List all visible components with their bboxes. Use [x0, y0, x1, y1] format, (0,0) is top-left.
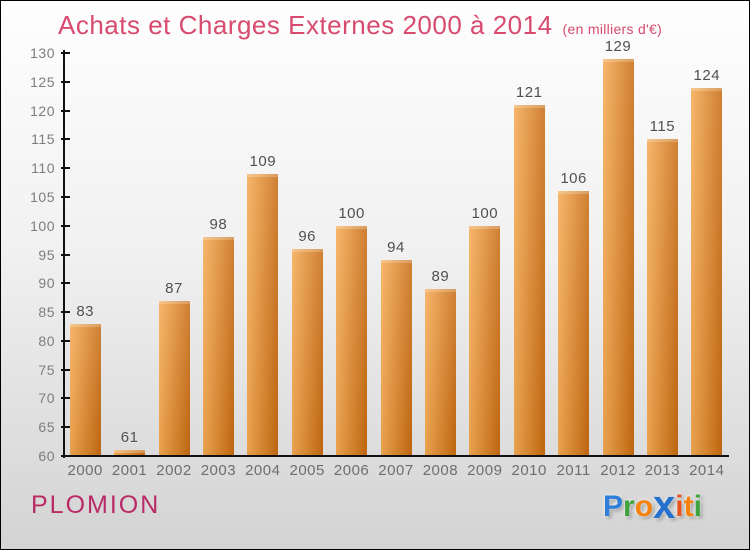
- x-tick-label: 2007: [378, 462, 414, 479]
- bar-value-label: 129: [604, 37, 632, 55]
- logo-letter: P: [603, 490, 624, 523]
- bar-value-label: 89: [431, 268, 450, 286]
- bar: [602, 58, 634, 455]
- bar: [291, 248, 323, 455]
- bar-value-label: 121: [515, 83, 543, 101]
- bar-value-label: 100: [338, 204, 365, 222]
- x-tick-label: 2011: [556, 462, 591, 479]
- y-tick-label: 75: [38, 361, 55, 378]
- y-tick-mark: [61, 80, 70, 83]
- logo-letter: i: [693, 490, 702, 523]
- bar: [114, 450, 146, 455]
- y-tick-mark: [61, 339, 70, 342]
- y-tick-label: 100: [30, 217, 55, 234]
- chart-title-row: Achats et Charges Externes 2000 à 2014 (…: [58, 10, 662, 41]
- bar-value-label: 98: [209, 216, 228, 234]
- bar-value-label: 106: [560, 170, 587, 188]
- chart-title: Achats et Charges Externes 2000 à 2014: [58, 10, 553, 40]
- bar-value-label: 124: [693, 66, 721, 84]
- x-tick-label: 2010: [511, 462, 547, 479]
- y-tick-mark: [61, 368, 70, 371]
- logo-letter: r: [623, 490, 635, 523]
- bar: [691, 87, 723, 455]
- bar-value-label: 87: [165, 279, 183, 297]
- x-tick-label: 2006: [333, 462, 370, 479]
- proxiti-logo: Proxiti: [603, 481, 702, 527]
- y-tick-mark: [61, 167, 70, 170]
- y-tick-mark: [61, 224, 70, 227]
- bar: [158, 300, 190, 455]
- y-tick-mark: [61, 455, 70, 457]
- bar: [247, 173, 279, 455]
- x-tick-label: 2004: [245, 462, 281, 479]
- location-label: PLOMION: [31, 491, 161, 519]
- bar-value-label: 115: [649, 118, 676, 136]
- bar: [336, 225, 368, 455]
- y-tick-mark: [61, 253, 70, 256]
- logo-letter: t: [683, 490, 694, 523]
- x-tick-label: 2005: [289, 462, 325, 479]
- logo-letter: o: [634, 490, 654, 523]
- y-tick-mark: [61, 138, 70, 141]
- x-tick-label: 2009: [467, 462, 503, 479]
- bar: [558, 191, 590, 455]
- chart-subtitle: (en milliers d'€): [562, 21, 663, 37]
- y-tick-label: 120: [30, 102, 55, 119]
- y-tick-label: 130: [30, 45, 55, 61]
- y-tick-label: 95: [38, 246, 55, 263]
- bar-value-label: 94: [387, 239, 405, 257]
- bar-value-label: 100: [471, 204, 499, 222]
- x-tick-label: 2000: [67, 462, 103, 479]
- bar: [69, 323, 101, 455]
- bar-value-label: 83: [76, 302, 95, 320]
- bar-value-label: 61: [120, 429, 139, 447]
- bar: [513, 104, 545, 455]
- logo-letter: x: [653, 483, 676, 527]
- y-tick-label: 80: [38, 332, 55, 349]
- y-tick-label: 105: [30, 188, 55, 205]
- y-tick-label: 90: [38, 275, 55, 292]
- x-tick-label: 2002: [156, 462, 192, 479]
- y-tick-mark: [61, 195, 70, 198]
- x-tick-label: 2012: [600, 462, 636, 479]
- x-tick-label: 2001: [111, 462, 148, 479]
- bar: [469, 225, 501, 455]
- y-tick-label: 65: [38, 419, 55, 436]
- y-tick-label: 70: [38, 390, 55, 407]
- y-tick-mark: [61, 52, 70, 54]
- y-tick-mark: [61, 311, 70, 314]
- y-tick-label: 60: [38, 448, 55, 464]
- bar-value-label: 109: [249, 152, 277, 170]
- x-tick-label: 2003: [200, 462, 237, 479]
- x-axis-line: [62, 455, 729, 457]
- bar-value-label: 96: [298, 227, 317, 245]
- x-tick-label: 2014: [689, 462, 725, 479]
- bar: [202, 237, 234, 455]
- bar: [380, 260, 412, 455]
- bar: [646, 139, 678, 455]
- bar: [424, 289, 456, 455]
- y-tick-label: 125: [30, 73, 55, 90]
- y-tick-label: 85: [38, 304, 55, 321]
- x-tick-label: 2008: [422, 462, 459, 479]
- y-tick-mark: [61, 426, 70, 429]
- y-tick-label: 110: [31, 160, 55, 177]
- y-tick-mark: [61, 109, 70, 112]
- y-tick-mark: [61, 397, 70, 400]
- logo-letter: i: [675, 490, 684, 523]
- x-tick-label: 2013: [644, 462, 681, 479]
- y-tick-mark: [61, 282, 70, 285]
- y-tick-label: 115: [31, 131, 55, 148]
